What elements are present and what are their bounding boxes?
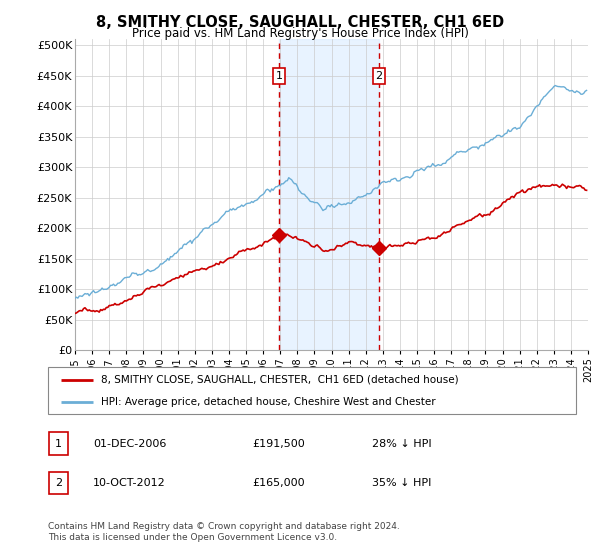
Text: 8, SMITHY CLOSE, SAUGHALL, CHESTER,  CH1 6ED (detached house): 8, SMITHY CLOSE, SAUGHALL, CHESTER, CH1 …	[101, 375, 458, 385]
Text: 01-DEC-2006: 01-DEC-2006	[93, 439, 166, 449]
Text: 2: 2	[55, 478, 62, 488]
Text: This data is licensed under the Open Government Licence v3.0.: This data is licensed under the Open Gov…	[48, 533, 337, 542]
Text: 28% ↓ HPI: 28% ↓ HPI	[372, 439, 431, 449]
Text: 10-OCT-2012: 10-OCT-2012	[93, 478, 166, 488]
Text: 1: 1	[55, 439, 62, 449]
Text: 8, SMITHY CLOSE, SAUGHALL, CHESTER, CH1 6ED: 8, SMITHY CLOSE, SAUGHALL, CHESTER, CH1 …	[96, 15, 504, 30]
Text: 2: 2	[376, 71, 383, 81]
Text: £191,500: £191,500	[252, 439, 305, 449]
Text: Price paid vs. HM Land Registry's House Price Index (HPI): Price paid vs. HM Land Registry's House …	[131, 27, 469, 40]
Text: HPI: Average price, detached house, Cheshire West and Chester: HPI: Average price, detached house, Ches…	[101, 396, 436, 407]
Bar	[279, 39, 379, 350]
Text: Contains HM Land Registry data © Crown copyright and database right 2024.: Contains HM Land Registry data © Crown c…	[48, 522, 400, 531]
Text: 35% ↓ HPI: 35% ↓ HPI	[372, 478, 431, 488]
Text: £165,000: £165,000	[252, 478, 305, 488]
Text: 1: 1	[275, 71, 283, 81]
